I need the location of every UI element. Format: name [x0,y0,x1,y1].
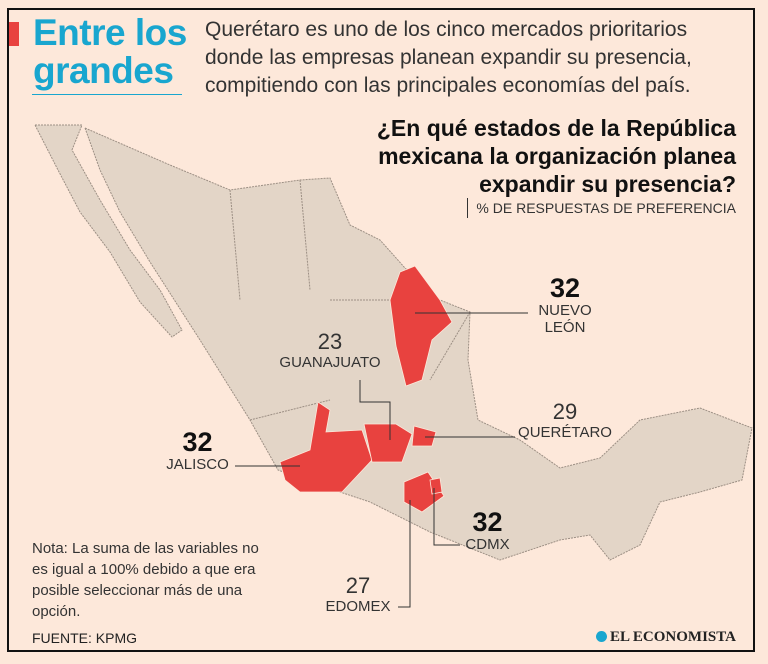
baja-california [34,124,183,338]
headline: Entre los grandes [33,14,187,90]
value: 32 [472,507,503,537]
label-edomex: 27 EDOMEX [322,573,394,616]
name: NUEVO [538,302,592,319]
footnote: Nota: La suma de las variables no es igu… [32,540,259,620]
leader-cdmx [433,488,460,546]
name: JALISCO [166,456,229,473]
brand-name: EL ECONOMISTA [610,629,736,645]
label-guanajuato: 23 GUANAJUATO [270,329,390,372]
name: LEÓN [544,319,586,336]
leader-edomex [398,500,411,608]
question-title: ¿En qué estados de la República mexicana… [376,115,736,197]
label-queretaro: 29 QUERÉTARO [510,399,620,442]
headline-line1: Entre los [33,12,187,53]
brand-icon [596,631,607,642]
queretaro-shape [411,425,437,447]
source: FUENTE: KPMG [32,630,138,646]
intro-text: Querétaro es uno de los cinco mercados p… [205,18,692,97]
frame-border [7,8,755,652]
value: 32 [549,273,581,303]
label-nuevo-leon: 32 NUEVO LEÓN [530,274,600,336]
name: QUERÉTARO [518,424,612,441]
label-jalisco: 32 JALISCO [160,428,235,473]
label-cdmx: 32 CDMX [455,508,520,553]
name: CDMX [465,536,510,553]
name: EDOMEX [325,598,391,615]
value: 23 [317,329,343,354]
guanajuato-shape [363,423,413,463]
accent-bar [9,22,19,46]
leader-guanajuato [359,380,391,440]
headline-underline [32,94,182,95]
question-subtitle: % DE RESPUESTAS DE PREFERENCIA [467,198,736,218]
jalisco-shape [279,401,373,493]
value: 29 [552,399,578,424]
value: 27 [345,573,371,598]
value: 32 [182,427,213,457]
cdmx-shape [429,477,443,495]
brand-logo: EL ECONOMISTA [596,629,736,646]
name: GUANAJUATO [279,354,381,371]
nuevo-leon-shape [389,265,453,387]
headline-line2: grandes [33,50,174,91]
